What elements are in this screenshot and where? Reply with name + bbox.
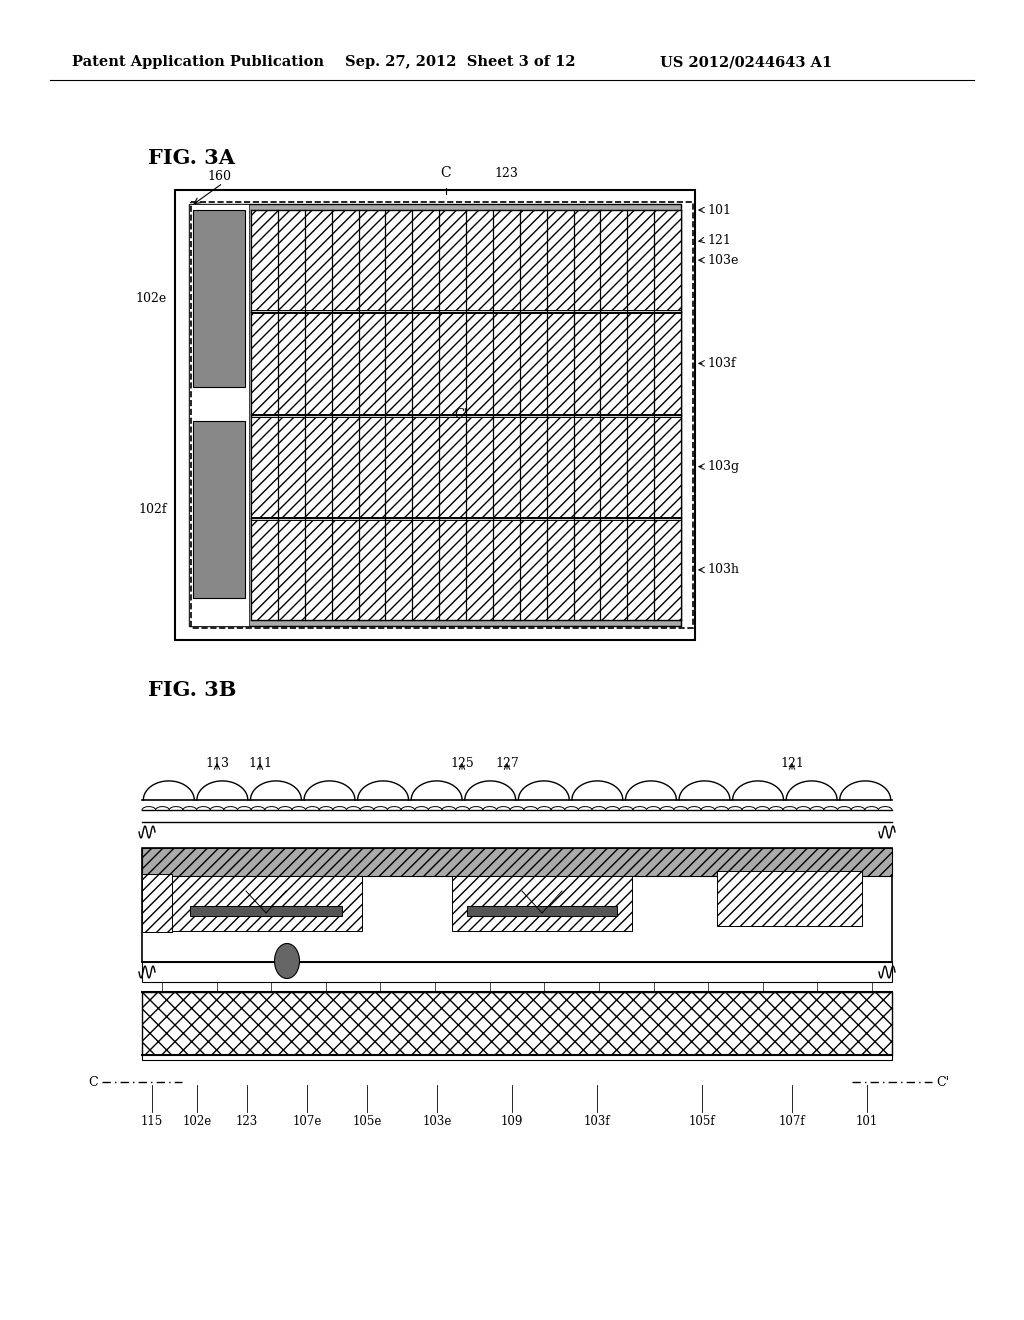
Text: 123: 123 (494, 168, 518, 180)
Bar (190, 907, 342, 916)
Text: FIG. 3A: FIG. 3A (148, 148, 234, 168)
Text: 102e: 102e (182, 1115, 212, 1129)
Text: C': C' (936, 1076, 949, 1089)
Bar (142, 993, 892, 1055)
Text: Patent Application Publication: Patent Application Publication (72, 55, 324, 69)
Text: US 2012/0244643 A1: US 2012/0244643 A1 (660, 55, 833, 69)
Text: 102f: 102f (138, 503, 167, 516)
Text: 101: 101 (856, 1115, 879, 1129)
Bar (251, 417, 681, 516)
Text: 160: 160 (207, 170, 231, 183)
Text: C: C (88, 1076, 98, 1089)
Text: 109: 109 (501, 1115, 523, 1129)
Text: 103e: 103e (707, 253, 738, 267)
Bar (142, 962, 892, 982)
Text: Sep. 27, 2012  Sheet 3 of 12: Sep. 27, 2012 Sheet 3 of 12 (345, 55, 575, 69)
Text: 103e: 103e (422, 1115, 452, 1129)
Bar (189, 205, 249, 626)
Bar (467, 907, 617, 916)
Text: 113: 113 (205, 756, 229, 770)
Text: 103f: 103f (707, 356, 735, 370)
Text: C': C' (455, 408, 468, 421)
Bar (142, 874, 172, 932)
Text: 121: 121 (780, 756, 804, 770)
Text: 103g: 103g (707, 461, 739, 473)
Bar (191, 202, 693, 628)
Bar (170, 876, 362, 931)
Bar (251, 210, 681, 310)
Bar (193, 210, 245, 387)
Text: 105e: 105e (352, 1115, 382, 1129)
Bar (142, 847, 892, 876)
Text: 107f: 107f (778, 1115, 805, 1129)
Ellipse shape (274, 944, 299, 978)
Bar (717, 871, 862, 927)
Bar (251, 520, 681, 620)
Text: 103h: 103h (707, 564, 739, 577)
Text: 103f: 103f (584, 1115, 610, 1129)
Bar (452, 876, 632, 931)
Text: C: C (440, 166, 452, 180)
Bar (142, 847, 892, 962)
Text: 101: 101 (707, 203, 731, 216)
Text: 107e: 107e (292, 1115, 322, 1129)
Text: FIG. 3B: FIG. 3B (148, 680, 237, 700)
Text: 121: 121 (707, 234, 731, 247)
Text: 105f: 105f (689, 1115, 716, 1129)
Text: 102e: 102e (136, 292, 167, 305)
Bar (251, 313, 681, 413)
Text: 125: 125 (451, 756, 474, 770)
Text: 127: 127 (496, 756, 519, 770)
Bar (142, 1055, 892, 1060)
Bar (251, 210, 681, 620)
Bar (175, 190, 695, 640)
Text: 115: 115 (141, 1115, 163, 1129)
Text: 111: 111 (248, 756, 272, 770)
Bar (189, 205, 681, 626)
Text: 123: 123 (236, 1115, 258, 1129)
Bar (193, 421, 245, 598)
